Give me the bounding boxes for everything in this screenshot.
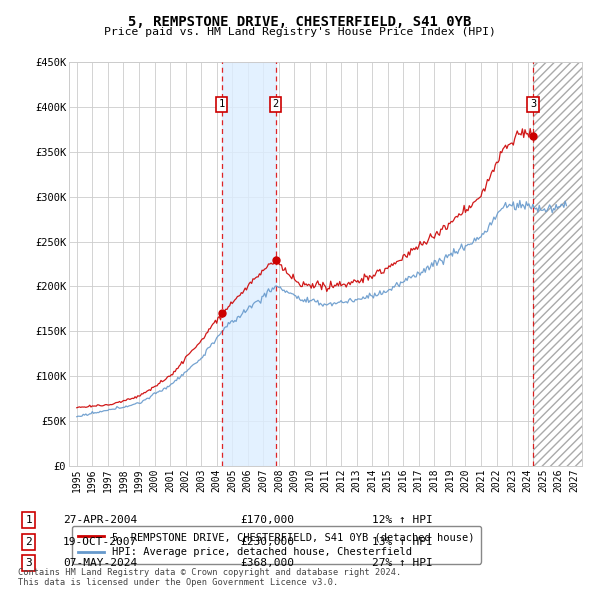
Text: 19-OCT-2007: 19-OCT-2007 [63, 537, 137, 546]
Text: 12% ↑ HPI: 12% ↑ HPI [372, 516, 433, 525]
Text: 2: 2 [272, 99, 279, 109]
Text: 3: 3 [530, 99, 536, 109]
Text: Contains HM Land Registry data © Crown copyright and database right 2024.
This d: Contains HM Land Registry data © Crown c… [18, 568, 401, 587]
Bar [533, 62, 582, 466]
Text: 1: 1 [218, 99, 225, 109]
Text: 3: 3 [25, 558, 32, 568]
Text: £368,000: £368,000 [240, 558, 294, 568]
Text: Price paid vs. HM Land Registry's House Price Index (HPI): Price paid vs. HM Land Registry's House … [104, 27, 496, 37]
Legend: 5, REMPSTONE DRIVE, CHESTERFIELD, S41 0YB (detached house), HPI: Average price, : 5, REMPSTONE DRIVE, CHESTERFIELD, S41 0Y… [71, 526, 481, 563]
Text: 1: 1 [25, 516, 32, 525]
Text: £230,000: £230,000 [240, 537, 294, 546]
Text: 5, REMPSTONE DRIVE, CHESTERFIELD, S41 0YB: 5, REMPSTONE DRIVE, CHESTERFIELD, S41 0Y… [128, 15, 472, 29]
Text: 27-APR-2004: 27-APR-2004 [63, 516, 137, 525]
Text: 13% ↑ HPI: 13% ↑ HPI [372, 537, 433, 546]
Text: 2: 2 [25, 537, 32, 546]
Text: 27% ↑ HPI: 27% ↑ HPI [372, 558, 433, 568]
Text: £170,000: £170,000 [240, 516, 294, 525]
Bar [221, 62, 275, 466]
Text: 07-MAY-2024: 07-MAY-2024 [63, 558, 137, 568]
